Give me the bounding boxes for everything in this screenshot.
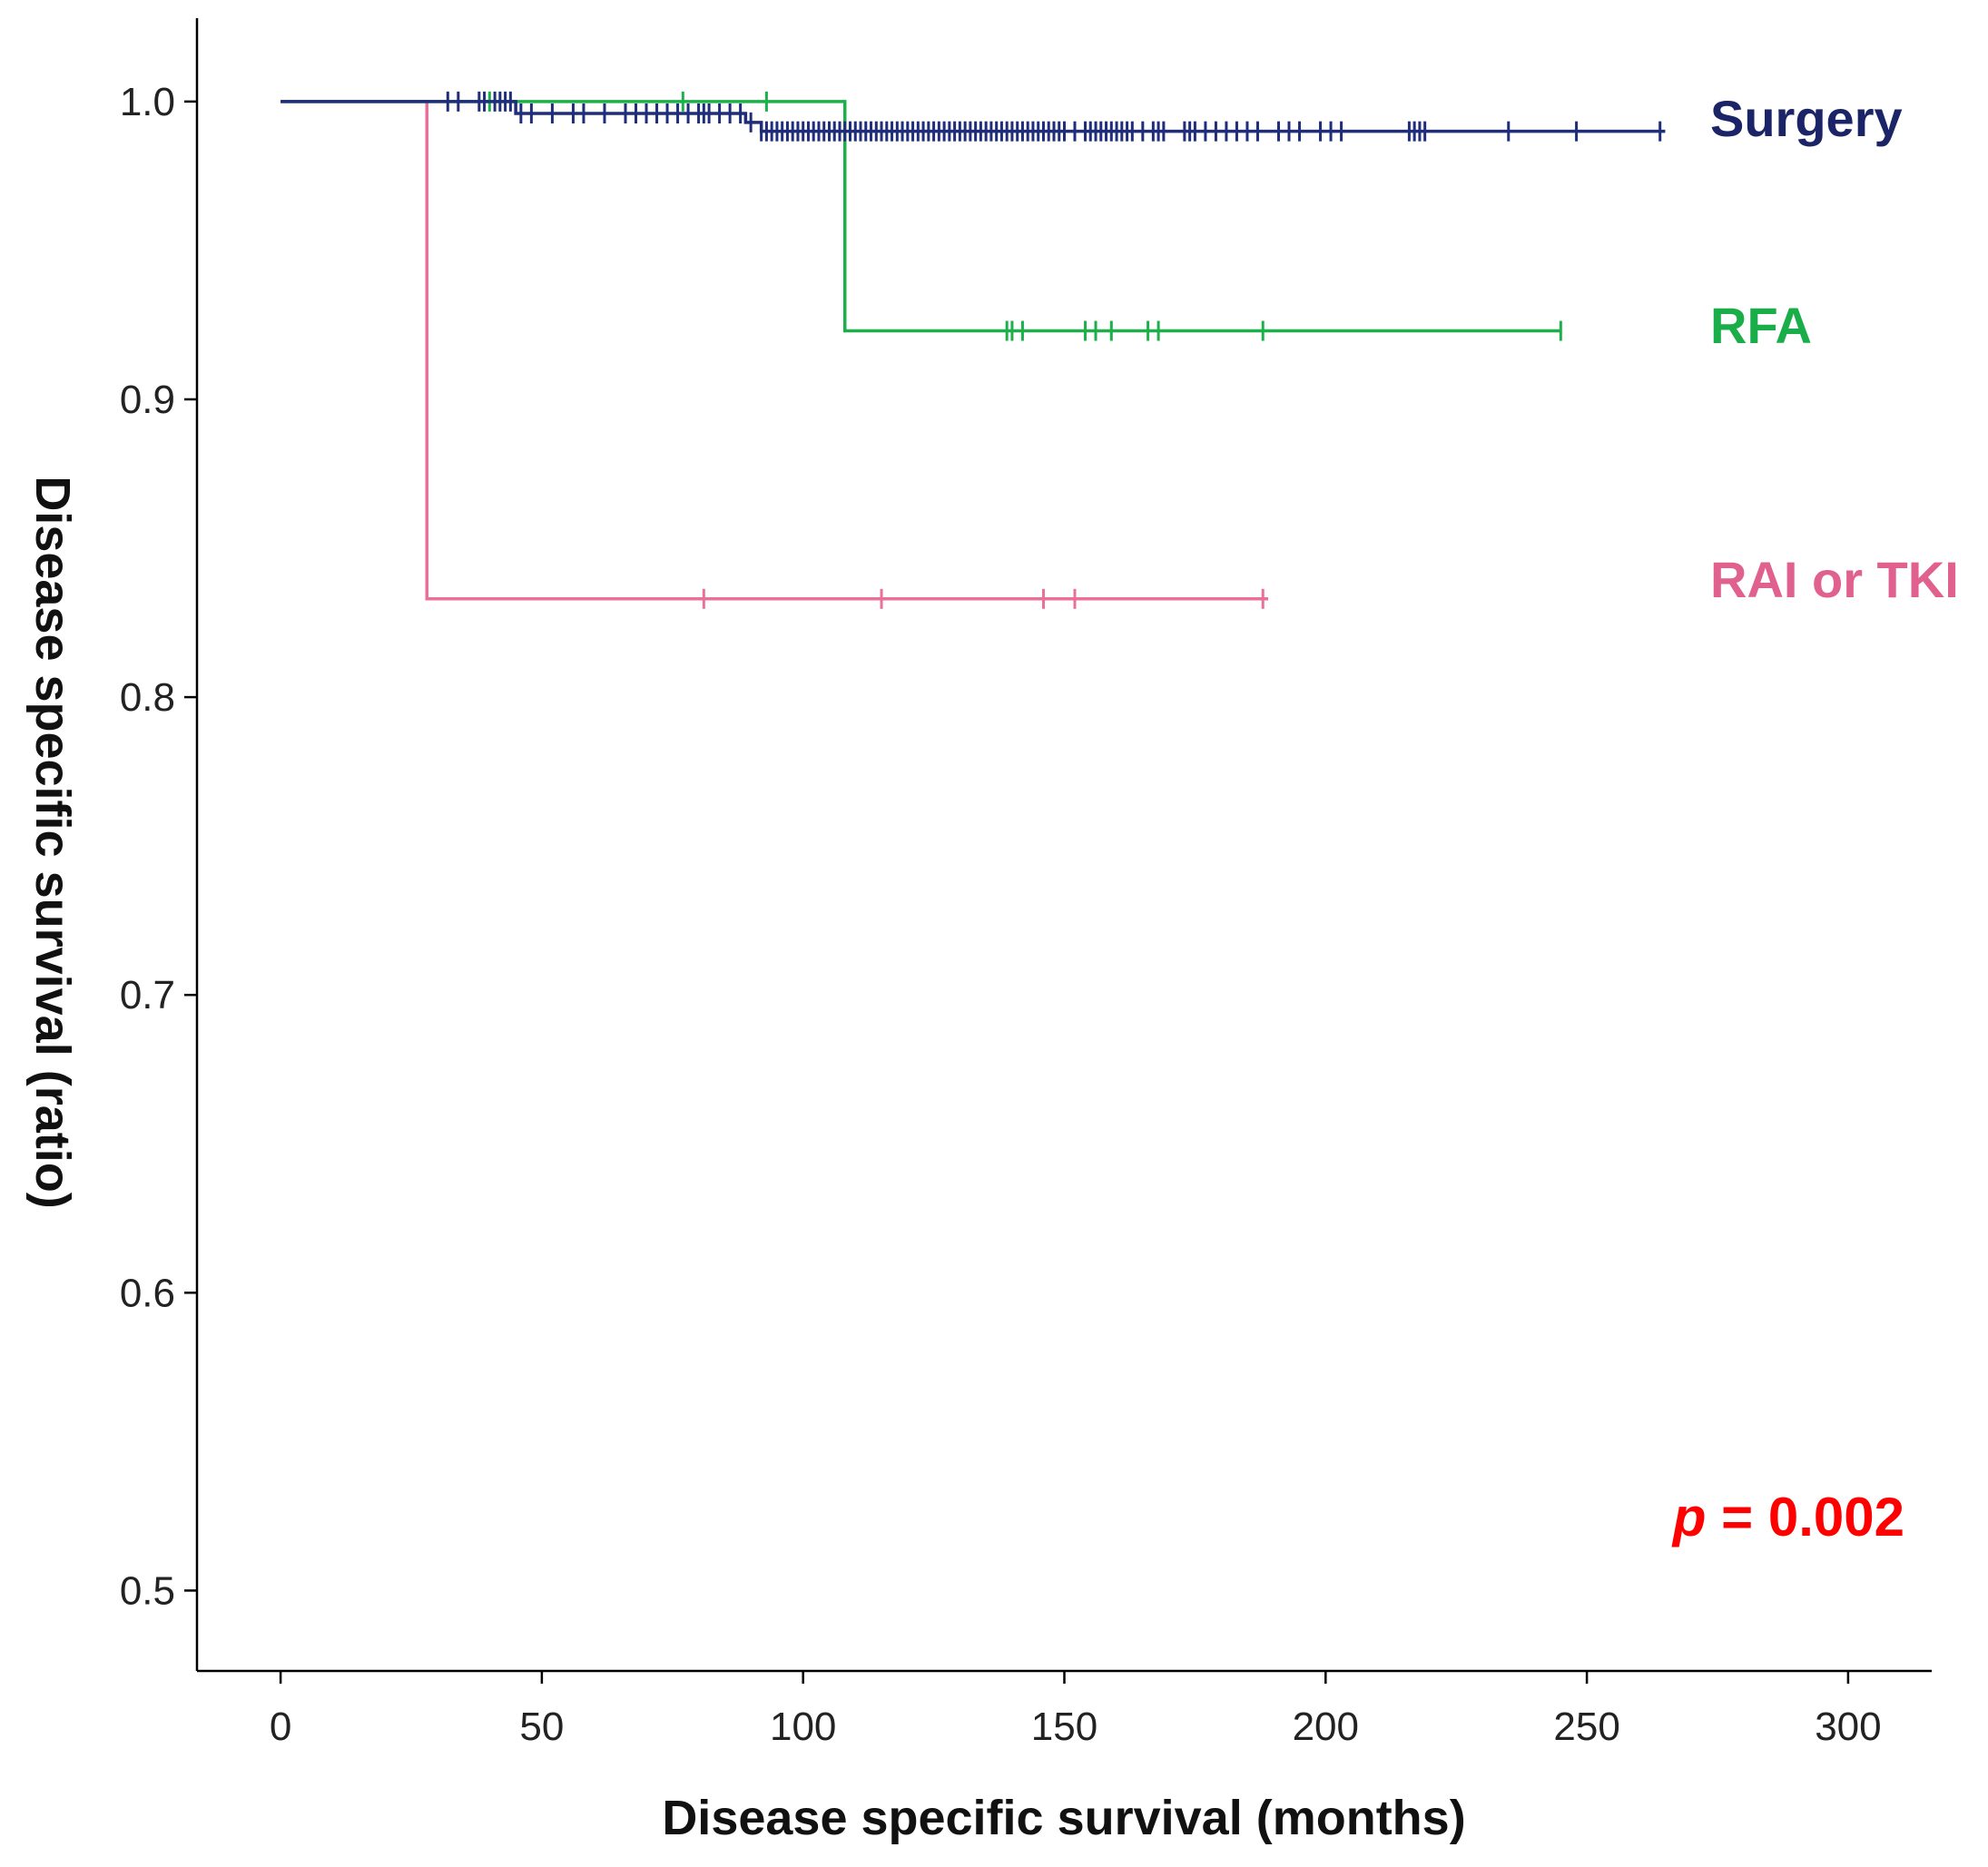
p-value-annotation: p = 0.002 xyxy=(1671,1487,1904,1548)
y-tick-label: 0.7 xyxy=(120,973,175,1017)
series-rai-or-tki xyxy=(280,100,1268,609)
y-tick-label: 0.8 xyxy=(120,675,175,720)
x-ticks: 0 50 100 150 200 250 300 xyxy=(270,1671,1882,1749)
x-tick-label: 0 xyxy=(270,1705,291,1749)
x-tick-label: 200 xyxy=(1293,1705,1359,1749)
p-value: 0.002 xyxy=(1768,1487,1904,1548)
series-layer xyxy=(280,91,1666,609)
series-surgery xyxy=(280,91,1666,142)
x-tick-label: 150 xyxy=(1031,1705,1097,1749)
series-label-rfa: RFA xyxy=(1710,297,1812,354)
y-ticks: 0.5 0.6 0.7 0.8 0.9 1.0 xyxy=(120,80,197,1613)
y-tick-label: 0.9 xyxy=(120,378,175,422)
x-tick-label: 50 xyxy=(519,1705,564,1749)
x-axis-title: Disease specific survival (months) xyxy=(662,1791,1465,1845)
km-curve-rfa xyxy=(280,100,1561,333)
km-curve-rai-or-tki xyxy=(280,100,1268,601)
x-tick-label: 100 xyxy=(770,1705,836,1749)
x-tick-label: 250 xyxy=(1553,1705,1619,1749)
x-tick-label: 300 xyxy=(1815,1705,1881,1749)
y-tick-label: 0.6 xyxy=(120,1271,175,1315)
series-label-surgery: Surgery xyxy=(1710,90,1903,147)
y-axis-title: Disease specific survival (ratio) xyxy=(25,476,80,1208)
series-label-rai-or-tki: RAI or TKI xyxy=(1710,551,1959,608)
p-equals: = xyxy=(1706,1487,1767,1548)
y-tick-label: 0.5 xyxy=(120,1568,175,1613)
y-tick-label: 1.0 xyxy=(120,80,175,124)
p-symbol: p xyxy=(1671,1487,1707,1548)
axes xyxy=(195,18,1932,1673)
series-rfa xyxy=(280,91,1562,341)
